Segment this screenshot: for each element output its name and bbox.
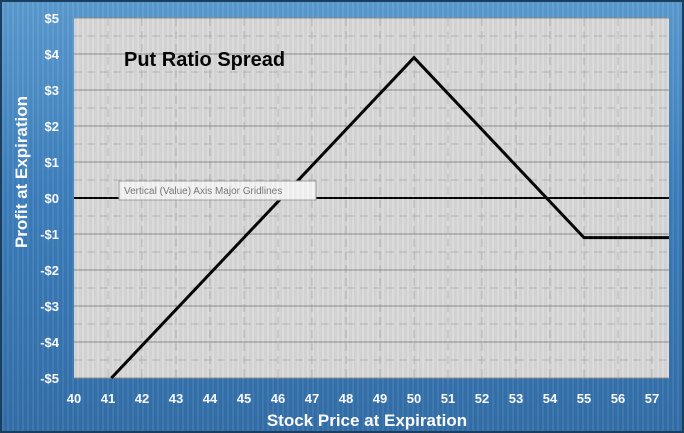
x-tick-label: 57 [645,391,659,406]
x-tick-label: 40 [67,391,81,406]
y-tick-label: $0 [45,191,59,206]
x-tick-label: 43 [169,391,183,406]
y-tick-label: -$4 [40,335,60,350]
tooltip-text: Vertical (Value) Axis Major Gridlines [124,186,282,197]
x-tick-label: 50 [407,391,421,406]
gridlines-tooltip: Vertical (Value) Axis Major Gridlines [118,180,317,201]
x-tick-label: 56 [611,391,625,406]
y-tick-label: -$2 [40,263,59,278]
x-tick-label: 41 [101,391,115,406]
x-tick-label: 55 [577,391,591,406]
x-tick-label: 53 [509,391,523,406]
x-tick-label: 46 [271,391,285,406]
x-tick-label: 45 [237,391,251,406]
y-axis-title: Profit at Expiration [12,96,31,248]
y-tick-label: -$3 [40,299,59,314]
y-tick-label: $4 [45,47,60,62]
y-tick-label: $3 [45,83,59,98]
x-tick-label: 42 [135,391,149,406]
x-tick-label: 44 [203,391,218,406]
y-tick-label: $5 [45,11,59,26]
x-axis-title: Stock Price at Expiration [267,411,467,430]
y-tick-label: -$5 [40,371,59,386]
y-tick-label: -$1 [40,227,59,242]
x-tick-label: 51 [441,391,455,406]
profit-line [110,55,669,380]
x-tick-label: 48 [339,391,353,406]
y-tick-label: $1 [45,155,59,170]
x-tick-label: 47 [305,391,319,406]
x-tick-label: 49 [373,391,387,406]
chart-title: Put Ratio Spread [124,49,285,71]
x-tick-label: 54 [543,391,558,406]
y-tick-label: $2 [45,119,59,134]
x-tick-label: 52 [475,391,489,406]
